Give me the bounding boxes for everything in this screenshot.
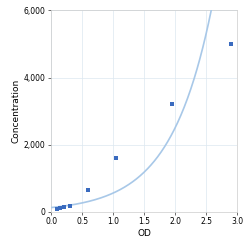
Point: [114, 156, 118, 160]
Y-axis label: Concentration: Concentration: [12, 79, 21, 143]
Point: [62, 205, 66, 209]
X-axis label: OD: OD: [137, 229, 151, 238]
Point: [229, 42, 233, 46]
Point: [58, 206, 62, 210]
Point: [55, 207, 59, 211]
Point: [86, 188, 90, 192]
Point: [68, 204, 72, 208]
Point: [170, 102, 174, 106]
